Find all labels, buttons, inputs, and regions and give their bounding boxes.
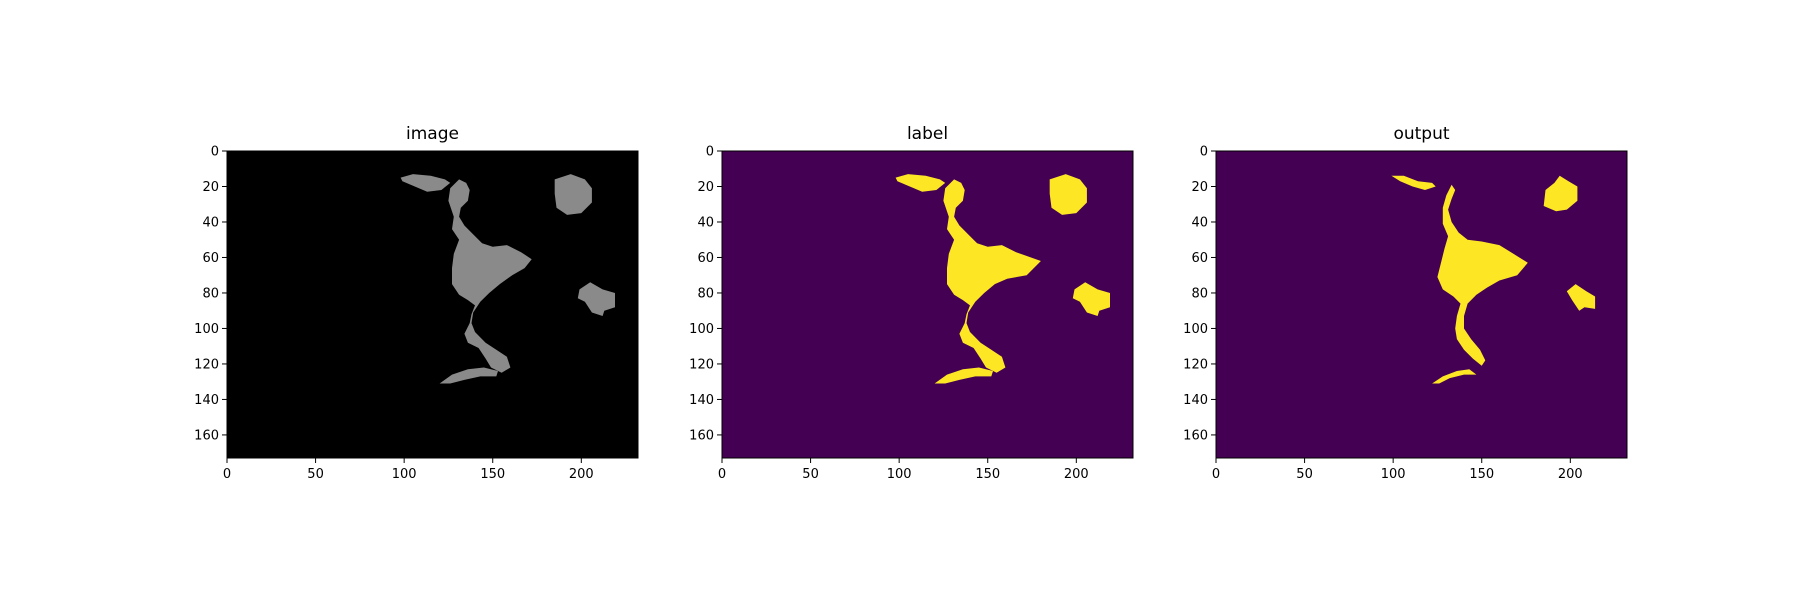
x-tick-label: 100 xyxy=(1381,467,1406,482)
y-tick-label: 140 xyxy=(1183,393,1208,408)
y-tick-label: 0 xyxy=(211,145,219,160)
y-tick-label: 160 xyxy=(194,428,219,443)
x-tick-label: 100 xyxy=(887,467,912,482)
y-tick-label: 40 xyxy=(697,215,714,230)
y-tick-label: 20 xyxy=(1191,180,1208,195)
y-tick-label: 20 xyxy=(202,180,219,195)
panel-title: output xyxy=(1393,124,1450,144)
y-tick-label: 20 xyxy=(697,180,714,195)
region-upper-crescent xyxy=(400,174,451,192)
y-tick-label: 80 xyxy=(697,286,714,301)
y-tick-label: 160 xyxy=(689,428,714,443)
panel-title: image xyxy=(406,124,459,144)
region-upper-crescent xyxy=(1391,175,1436,190)
region-right-lower-blob xyxy=(1566,284,1596,311)
y-tick-label: 100 xyxy=(689,322,714,337)
x-tick-label: 0 xyxy=(223,467,231,482)
y-tick-label: 80 xyxy=(1191,286,1208,301)
y-tick-label: 60 xyxy=(202,251,219,266)
axes-frame xyxy=(226,150,639,459)
axes-frame xyxy=(721,150,1134,459)
region-central-organ xyxy=(943,179,1041,373)
y-tick-label: 40 xyxy=(1191,215,1208,230)
region-lower-crescent xyxy=(1432,369,1477,384)
panel-title: label xyxy=(906,124,949,144)
x-tick-label: 200 xyxy=(1558,467,1583,482)
y-tick-label: 0 xyxy=(706,145,714,160)
y-tick-label: 120 xyxy=(689,357,714,372)
y-tick-label: 140 xyxy=(194,393,219,408)
region-central-organ xyxy=(448,179,532,373)
x-tick-label: 50 xyxy=(802,467,819,482)
region-central-organ xyxy=(1437,184,1528,366)
region-lower-crescent xyxy=(439,367,498,384)
y-tick-label: 100 xyxy=(1183,322,1208,337)
y-tick-label: 120 xyxy=(194,357,219,372)
x-tick-label: 200 xyxy=(1064,467,1089,482)
y-tick-label: 120 xyxy=(1183,357,1208,372)
axes-frame xyxy=(1215,150,1628,459)
y-tick-label: 0 xyxy=(1200,145,1208,160)
x-tick-label: 200 xyxy=(569,467,594,482)
region-right-upper-blob xyxy=(554,174,592,215)
x-tick-label: 0 xyxy=(1212,467,1220,482)
y-tick-label: 40 xyxy=(202,215,219,230)
x-tick-label: 150 xyxy=(480,467,505,482)
y-tick-label: 140 xyxy=(689,393,714,408)
region-right-lower-blob xyxy=(1072,282,1110,316)
y-tick-label: 100 xyxy=(194,322,219,337)
region-right-upper-blob xyxy=(1049,174,1087,215)
region-right-upper-blob xyxy=(1543,175,1578,212)
y-tick-label: 80 xyxy=(202,286,219,301)
y-tick-label: 60 xyxy=(1191,251,1208,266)
x-tick-label: 150 xyxy=(975,467,1000,482)
region-right-lower-blob xyxy=(577,282,615,316)
x-tick-label: 100 xyxy=(392,467,417,482)
region-lower-crescent xyxy=(934,367,993,384)
x-tick-label: 50 xyxy=(307,467,324,482)
region-upper-crescent xyxy=(895,174,946,192)
x-tick-label: 50 xyxy=(1296,467,1313,482)
y-tick-label: 160 xyxy=(1183,428,1208,443)
x-tick-label: 150 xyxy=(1469,467,1494,482)
x-tick-label: 0 xyxy=(718,467,726,482)
y-tick-label: 60 xyxy=(697,251,714,266)
